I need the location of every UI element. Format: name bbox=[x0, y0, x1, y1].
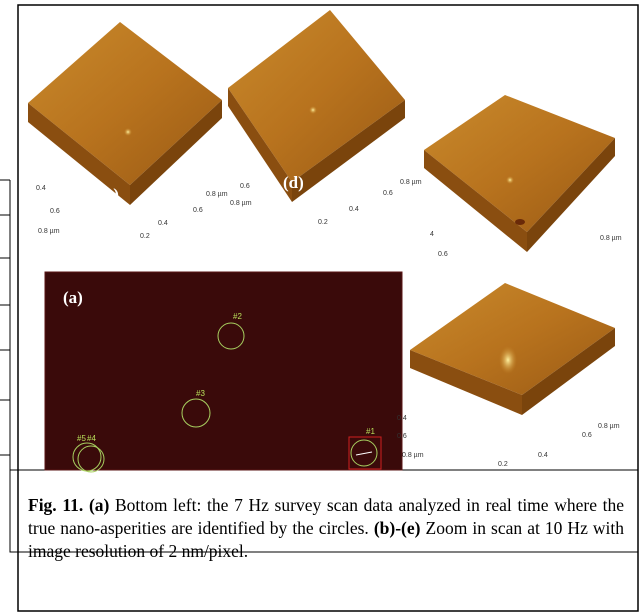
page: {"figure": { "panels": [ {"label": "(e)"… bbox=[0, 0, 641, 616]
axis-tick-label: 0.2 bbox=[318, 219, 328, 226]
axis-tick-label: 0.8 µm bbox=[400, 179, 422, 186]
axis-tick-label: 0.4 bbox=[36, 185, 46, 192]
circle-label: #3 bbox=[196, 389, 205, 398]
caption-be-label: (b)-(e) bbox=[374, 518, 421, 538]
surface-d bbox=[228, 10, 405, 202]
circle-label: #2 bbox=[233, 312, 242, 321]
axis-tick-label: 0.6 bbox=[438, 251, 448, 258]
axis-tick-label: 0.6 bbox=[50, 208, 60, 215]
axis-tick-label: 0.2 bbox=[140, 233, 150, 240]
axis-tick-label: 0.6 bbox=[240, 183, 250, 190]
axis-tick-label: 0.8 µm bbox=[600, 235, 622, 242]
axis-tick-label: 0.4 bbox=[158, 220, 168, 227]
axis-tick-label: 0.8 µm bbox=[206, 191, 228, 198]
surface-b bbox=[410, 283, 615, 415]
axis-tick-label: 0.6 bbox=[397, 433, 407, 440]
panel-label: (d) bbox=[283, 173, 304, 192]
panel-label: (e) bbox=[100, 185, 119, 204]
caption-a-label: (a) bbox=[89, 495, 109, 515]
axis-tick-label: 0.8 µm bbox=[38, 228, 60, 235]
axis-tick-label: 0.8 µm bbox=[402, 452, 424, 459]
circle-label: #4 bbox=[87, 434, 96, 443]
table-fragment bbox=[0, 180, 10, 545]
survey-scan bbox=[45, 272, 402, 470]
caption: Fig. 11. (a) Bottom left: the 7 Hz surve… bbox=[28, 494, 624, 563]
axis-tick-label: 0.4 bbox=[349, 206, 359, 213]
circle-label: #1 bbox=[366, 427, 375, 436]
axis-tick-label: 0.8 µm bbox=[230, 200, 252, 207]
panel-label: (c) bbox=[455, 230, 474, 249]
panel-label: (b) bbox=[482, 403, 503, 422]
axis-tick-label: 0.6 bbox=[193, 207, 203, 214]
surface-e bbox=[28, 22, 222, 205]
axis-tick-label: 0.2 bbox=[498, 461, 508, 468]
panel-label: (a) bbox=[63, 288, 83, 307]
axis-tick-label: 0.6 bbox=[383, 190, 393, 197]
axis-tick-label: 0.8 µm bbox=[598, 423, 620, 430]
axis-tick-label: 4 bbox=[430, 231, 434, 238]
axis-tick-label: 0.4 bbox=[397, 415, 407, 422]
circle-label: #5 bbox=[77, 434, 86, 443]
surface-c bbox=[424, 95, 615, 252]
axis-tick-label: 0.4 bbox=[538, 452, 548, 459]
figure-label: Fig. 11. bbox=[28, 495, 83, 515]
axis-tick-label: 0.6 bbox=[582, 432, 592, 439]
